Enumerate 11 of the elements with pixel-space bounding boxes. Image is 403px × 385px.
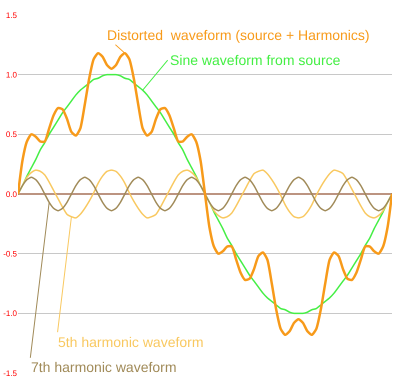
y-tick-label: -0.5 bbox=[3, 249, 18, 258]
text: 5th harmonic waveform bbox=[58, 334, 204, 350]
y-tick-label: -1.5 bbox=[3, 368, 18, 378]
y-tick-label: 0.5 bbox=[6, 130, 18, 140]
text: 7th harmonic waveform bbox=[31, 359, 177, 375]
text: Sine waveform from source bbox=[170, 52, 341, 68]
y-tick-label: 1.0 bbox=[6, 70, 18, 80]
y-tick-label: 1.5 bbox=[6, 10, 18, 20]
y-tick-label: 0.0 bbox=[6, 190, 18, 199]
y-tick-label: -1.0 bbox=[3, 309, 18, 318]
series-label: Distorted waveform (source + Harmonics) bbox=[107, 27, 370, 43]
